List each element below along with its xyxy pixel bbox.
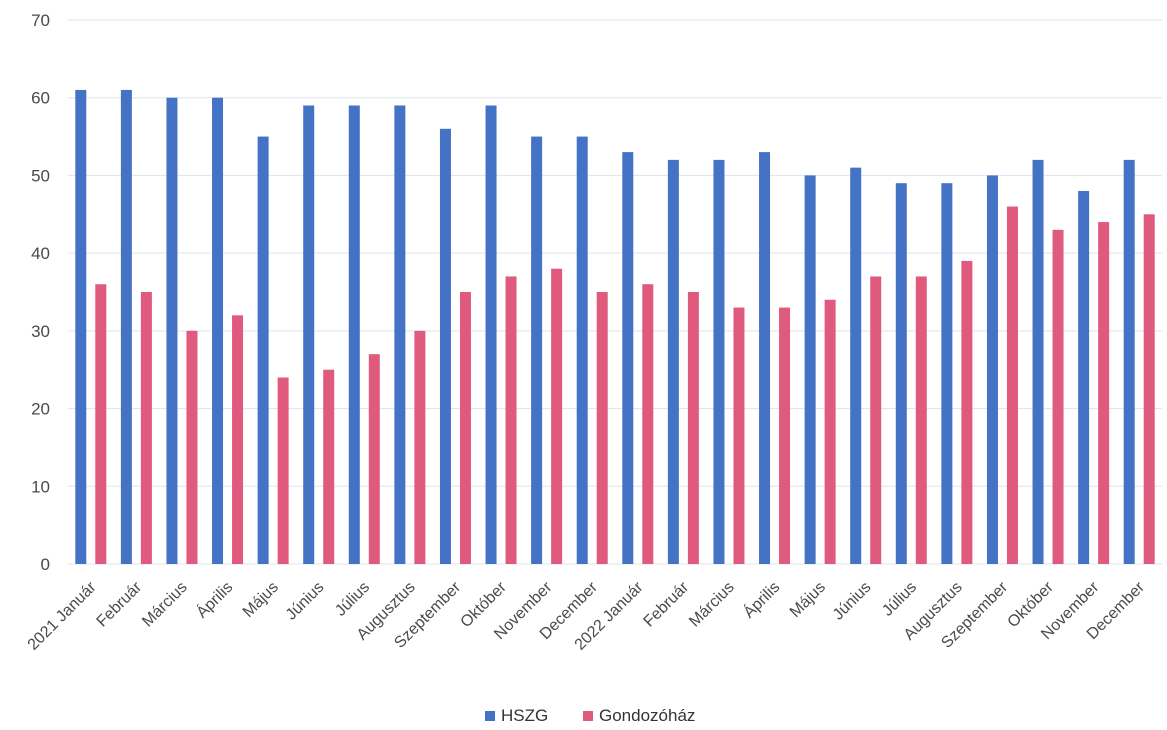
bar-gondozohaz (368, 354, 380, 564)
bar-hszg (576, 136, 588, 565)
bar-hszg (485, 105, 497, 564)
bar-hszg (531, 136, 543, 565)
x-tick-label: Február (94, 578, 146, 630)
bar-gondozohaz (779, 307, 791, 564)
x-tick-label: 2021 Január (25, 578, 100, 653)
bar-gondozohaz (414, 330, 426, 564)
x-tick-label: Július (332, 579, 373, 620)
y-tick-label: 20 (31, 400, 50, 419)
legend-label-gondozohaz: Gondozóház (599, 706, 695, 725)
grid-layer (68, 19, 1162, 565)
bar-hszg (713, 159, 725, 564)
bar-hszg (1123, 159, 1135, 564)
bar-hszg (804, 175, 816, 564)
x-tick-label: Április (192, 577, 236, 621)
bar-hszg (120, 89, 132, 564)
bar-gondozohaz (323, 369, 335, 564)
bar-hszg (394, 105, 406, 564)
bar-hszg (1078, 190, 1090, 564)
bar-gondozohaz (277, 377, 289, 564)
bar-hszg (439, 128, 451, 565)
bar-gondozohaz (642, 284, 654, 564)
y-tick-label: 50 (31, 166, 50, 185)
bar-gondozohaz (870, 276, 882, 564)
bar-hszg (622, 152, 634, 564)
bar-gondozohaz (961, 260, 973, 564)
bar-hszg (75, 89, 87, 564)
x-tick-label: Május (240, 579, 282, 621)
bar-gondozohaz (95, 284, 107, 564)
bar-hszg (1032, 159, 1044, 564)
y-tick-label: 10 (31, 477, 50, 496)
bar-hszg (895, 183, 907, 564)
y-axis: 0 10 20 30 40 50 60 70 (31, 11, 50, 574)
bar-hszg (212, 97, 224, 564)
bar-hszg (257, 136, 269, 565)
bar-hszg (303, 105, 315, 564)
bar-gondozohaz (1052, 229, 1064, 565)
legend: HSZG Gondozóház (485, 706, 695, 725)
bar-hszg (348, 105, 360, 564)
bar-gondozohaz (596, 292, 608, 564)
x-tick-label: Március (139, 579, 191, 631)
bar-gondozohaz (824, 299, 836, 564)
bar-gondozohaz (1006, 206, 1018, 564)
bar-gondozohaz (186, 330, 198, 564)
bar-gondozohaz (505, 276, 517, 564)
bar-gondozohaz (687, 292, 699, 564)
bar-hszg (850, 167, 862, 564)
bar-gondozohaz (1098, 222, 1110, 565)
bar-hszg (166, 97, 178, 564)
y-tick-label: 0 (41, 555, 50, 574)
y-tick-label: 70 (31, 11, 50, 30)
bar-gondozohaz (232, 315, 244, 564)
x-tick-label: Július (879, 579, 920, 620)
legend-swatch-gondozohaz (583, 711, 593, 721)
bar-gondozohaz (915, 276, 927, 564)
x-tick-label: Június (830, 579, 875, 624)
bar-gondozohaz (1143, 214, 1155, 565)
x-tick-label: Április (739, 577, 783, 621)
y-tick-label: 30 (31, 322, 50, 341)
bar-gondozohaz (140, 292, 152, 564)
x-tick-label: Február (641, 578, 693, 630)
bars-layer (75, 89, 1155, 565)
bar-hszg (941, 183, 953, 564)
x-tick-label: Március (686, 579, 738, 631)
bar-gondozohaz (733, 307, 745, 564)
y-tick-label: 40 (31, 244, 50, 263)
x-tick-label: Május (787, 579, 829, 621)
bar-hszg (667, 159, 679, 564)
bar-hszg (759, 152, 771, 564)
legend-label-hszg: HSZG (501, 706, 548, 725)
x-tick-label: Június (283, 579, 328, 624)
bar-hszg (986, 175, 998, 564)
legend-swatch-hszg (485, 711, 495, 721)
bar-gondozohaz (551, 268, 563, 564)
bar-gondozohaz (459, 292, 471, 564)
y-tick-label: 60 (31, 89, 50, 108)
